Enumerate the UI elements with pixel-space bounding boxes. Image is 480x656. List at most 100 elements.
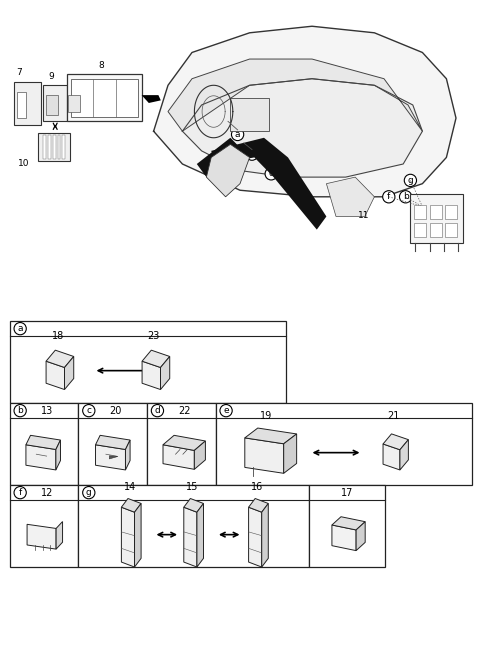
Polygon shape [56, 440, 60, 470]
Bar [14, 82, 41, 125]
Bar [62, 135, 65, 159]
Polygon shape [121, 507, 134, 567]
Text: a: a [235, 130, 240, 139]
Text: 20: 20 [109, 405, 122, 416]
Bar [43, 135, 46, 159]
Polygon shape [27, 524, 56, 549]
Bar [53, 135, 56, 159]
Text: e: e [223, 406, 229, 415]
Bar [10, 321, 286, 403]
Polygon shape [46, 350, 74, 367]
Bar [0, 0, 480, 321]
Bar [58, 135, 60, 159]
Text: 12: 12 [41, 487, 53, 498]
Text: 22: 22 [178, 405, 191, 416]
Bar [78, 485, 309, 567]
Text: 7: 7 [16, 68, 22, 77]
Polygon shape [26, 436, 60, 449]
Bar [67, 74, 142, 121]
Polygon shape [249, 507, 262, 567]
Bar [414, 205, 426, 219]
Polygon shape [163, 436, 205, 451]
Bar [410, 194, 463, 243]
Text: d: d [155, 406, 160, 415]
Polygon shape [125, 440, 130, 470]
Polygon shape [142, 361, 160, 390]
Text: b: b [403, 192, 408, 201]
Bar [309, 485, 385, 567]
Text: g: g [408, 176, 413, 185]
Polygon shape [235, 105, 259, 131]
Polygon shape [356, 522, 365, 550]
Polygon shape [284, 434, 297, 474]
Text: a: a [17, 324, 23, 333]
Text: f: f [19, 488, 22, 497]
Polygon shape [194, 441, 205, 469]
Bar [46, 95, 58, 115]
Polygon shape [96, 445, 125, 470]
Polygon shape [154, 26, 456, 197]
Text: 14: 14 [123, 482, 136, 492]
Bar [445, 223, 457, 237]
Polygon shape [64, 356, 74, 390]
Text: c: c [86, 406, 91, 415]
Polygon shape [121, 499, 141, 512]
Polygon shape [168, 59, 422, 131]
Bar [43, 85, 67, 121]
Polygon shape [109, 456, 118, 459]
Text: 8: 8 [98, 61, 104, 70]
Bar [38, 133, 70, 161]
Polygon shape [142, 350, 170, 367]
Text: 15: 15 [186, 482, 198, 492]
Polygon shape [332, 517, 365, 530]
Polygon shape [96, 436, 130, 449]
Bar [216, 403, 472, 485]
Bar [10, 403, 78, 485]
Polygon shape [206, 144, 250, 197]
Polygon shape [326, 177, 374, 216]
Text: 11: 11 [358, 211, 369, 220]
Polygon shape [56, 522, 62, 549]
Text: e: e [283, 176, 288, 185]
Text: 10: 10 [18, 159, 30, 169]
Text: 18: 18 [51, 331, 64, 341]
Text: 19: 19 [260, 411, 273, 421]
Text: 16: 16 [251, 482, 263, 492]
Polygon shape [184, 499, 204, 512]
Bar [414, 223, 426, 237]
Bar [78, 403, 147, 485]
Bar [230, 98, 269, 131]
Polygon shape [184, 507, 197, 567]
Text: g: g [86, 488, 92, 497]
Text: 21: 21 [387, 411, 400, 421]
Text: f: f [387, 192, 390, 201]
Text: 9: 9 [48, 72, 54, 81]
Polygon shape [249, 499, 268, 512]
Bar [430, 205, 442, 219]
Polygon shape [46, 361, 64, 390]
Polygon shape [383, 444, 400, 470]
Polygon shape [163, 445, 194, 469]
Polygon shape [160, 356, 170, 390]
Bar [17, 92, 26, 118]
Polygon shape [383, 434, 408, 450]
Polygon shape [182, 79, 422, 177]
Text: b: b [17, 406, 23, 415]
Bar [48, 135, 51, 159]
Polygon shape [211, 138, 326, 230]
Polygon shape [245, 438, 284, 474]
Bar [10, 485, 78, 567]
Polygon shape [197, 138, 250, 177]
Bar [430, 223, 442, 237]
Bar [68, 95, 80, 112]
Bar [71, 79, 138, 117]
Polygon shape [400, 440, 408, 470]
Polygon shape [134, 504, 141, 567]
Polygon shape [142, 95, 161, 103]
Text: 13: 13 [41, 405, 53, 416]
Text: d: d [268, 169, 274, 178]
Polygon shape [245, 428, 297, 443]
Polygon shape [332, 525, 356, 550]
Text: c: c [250, 150, 254, 159]
Bar [445, 205, 457, 219]
